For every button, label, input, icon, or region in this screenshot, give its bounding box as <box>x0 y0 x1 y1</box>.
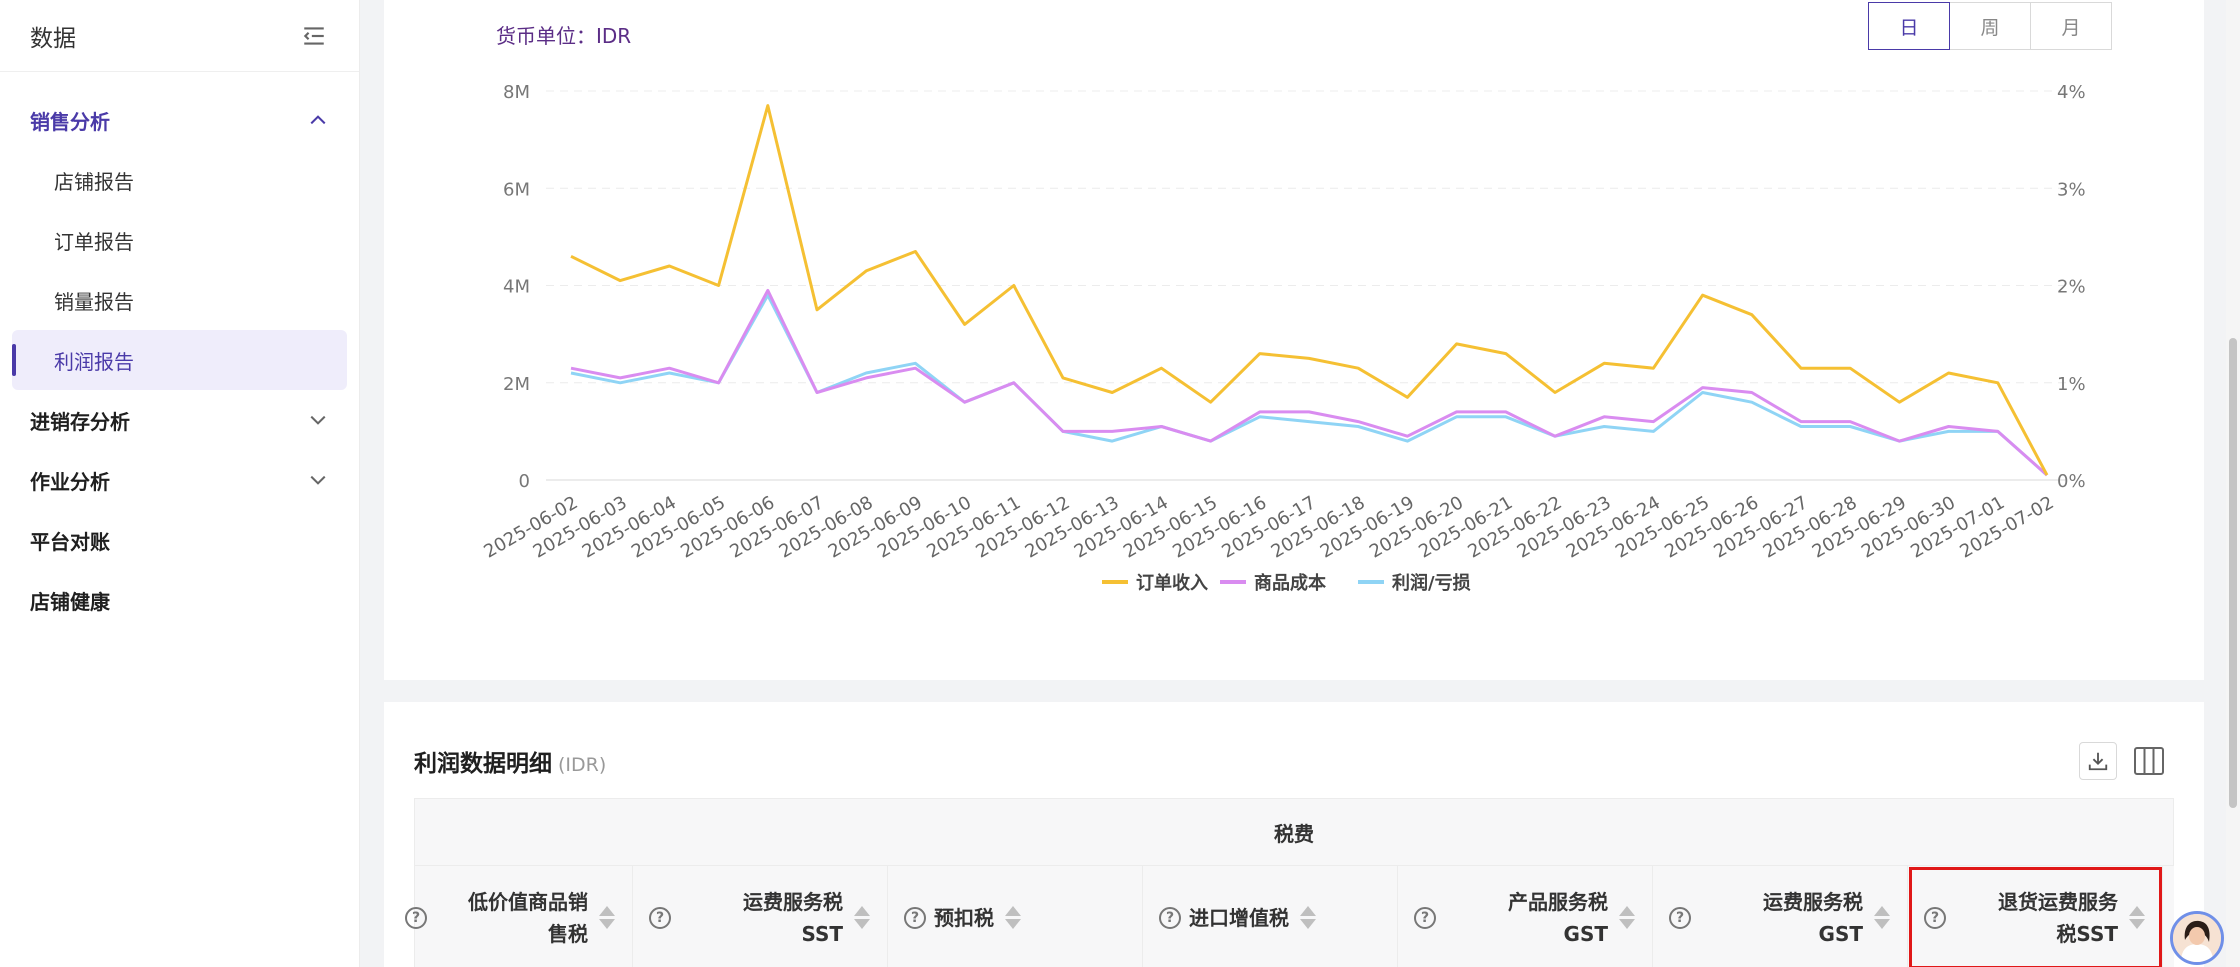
help-icon[interactable]: ? <box>649 906 671 929</box>
help-icon[interactable]: ? <box>1669 906 1691 929</box>
legend-label: 利润/亏损 <box>1392 572 1471 594</box>
column-header-label: 运费服务税SST <box>743 889 843 946</box>
sidebar-group-operation-analysis[interactable]: 作业分析 <box>0 450 359 510</box>
y-tick-label: 0 <box>519 471 530 492</box>
y2-tick-label: 2% <box>2057 277 2086 298</box>
legend-label: 商品成本 <box>1254 572 1326 594</box>
sort-icon[interactable] <box>598 906 616 929</box>
sidebar: 数据 销售分析 店铺报告 订单报告 销量报告 利润报告 进销存分析 作业分析 平… <box>0 0 360 967</box>
sort-icon[interactable] <box>1299 906 1317 929</box>
sidebar-group-label: 进销存分析 <box>30 409 130 434</box>
series-line <box>570 293 2048 477</box>
chevron-down-icon <box>310 475 326 485</box>
sidebar-item-label: 销量报告 <box>54 289 134 314</box>
legend-label: 订单收入 <box>1136 572 1208 594</box>
y-tick-label: 4M <box>503 277 530 298</box>
y2-tick-label: 0% <box>2057 471 2086 492</box>
profit-table: 税费 ? 低价值商品销售税 ? 运费服务税SST ? 预扣税 ? 进口增值税 <box>405 798 2174 967</box>
column-header[interactable]: ? 运费服务税GST <box>1653 866 1908 967</box>
table-unit: (IDR) <box>558 754 607 776</box>
chevron-up-icon <box>310 115 326 125</box>
sidebar-item-label: 店铺报告 <box>54 169 134 194</box>
y-tick-label: 8M <box>503 82 530 103</box>
help-icon[interactable]: ? <box>1159 906 1181 929</box>
scrollbar-thumb[interactable] <box>2229 338 2237 808</box>
table-title-text: 利润数据明细 <box>414 751 552 777</box>
sidebar-item-order-report[interactable]: 订单报告 <box>0 210 359 270</box>
column-header[interactable]: ? 运费服务税SST <box>633 866 888 967</box>
period-day-button[interactable]: 日 <box>1868 2 1950 50</box>
table-header-row: ? 低价值商品销售税 ? 运费服务税SST ? 预扣税 ? 进口增值税 ? <box>405 866 2174 967</box>
period-month-button[interactable]: 月 <box>2030 2 2112 50</box>
help-icon[interactable]: ? <box>1414 906 1436 929</box>
column-header[interactable]: ? 低价值商品销售税 <box>405 866 633 967</box>
help-icon[interactable]: ? <box>405 906 427 929</box>
sort-icon[interactable] <box>2128 906 2146 929</box>
help-icon[interactable]: ? <box>1924 906 1946 929</box>
profit-line-chart: 0 0%2M 1%4M 2%6M 3%8M 4%2025-06-022025-06-032… <box>480 82 2086 594</box>
help-icon[interactable]: ? <box>904 906 926 929</box>
column-header-label: 进口增值税 <box>1189 905 1289 930</box>
sidebar-group-store-health[interactable]: 店铺健康 <box>0 570 359 630</box>
column-header[interactable]: ? 进口增值税 <box>1143 866 1398 967</box>
sidebar-group-label: 销售分析 <box>30 109 110 134</box>
sidebar-item-store-report[interactable]: 店铺报告 <box>0 150 359 210</box>
sidebar-item-profit-report[interactable]: 利润报告 <box>12 330 347 390</box>
sidebar-item-label: 利润报告 <box>54 349 134 374</box>
column-header-highlighted[interactable]: ? 退货运费服务税SST <box>1908 866 2163 967</box>
sort-icon[interactable] <box>1873 906 1891 929</box>
series-line <box>570 104 2049 476</box>
sort-icon[interactable] <box>853 906 871 929</box>
collapse-menu-icon[interactable] <box>301 23 327 49</box>
avatar-icon <box>2173 914 2221 962</box>
chevron-down-icon <box>310 415 326 425</box>
sidebar-item-sales-volume-report[interactable]: 销量报告 <box>0 270 359 330</box>
profit-detail-card: 利润数据明细 (IDR) 税费 ? 低价值商品销售税 ? 运费服务税SST <box>384 702 2204 967</box>
sidebar-header: 数据 <box>0 0 359 72</box>
y-tick-label: 2M <box>503 374 530 395</box>
sidebar-group-label: 店铺健康 <box>30 589 110 614</box>
sort-icon[interactable] <box>1004 906 1022 929</box>
download-icon <box>2088 752 2108 771</box>
column-header-label: 产品服务税GST <box>1508 889 1608 946</box>
column-header-label: 低价值商品销售税 <box>468 889 588 946</box>
y2-tick-label: 4% <box>2057 82 2086 103</box>
sidebar-group-platform-reconciliation[interactable]: 平台对账 <box>0 510 359 570</box>
sidebar-item-label: 订单报告 <box>54 229 134 254</box>
table-title: 利润数据明细 (IDR) <box>414 744 606 778</box>
chart-card: 货币单位：IDR 日 周 月 0 0% 2M 1% 4M 2% 6M 3% 8M 4% 2025-0… <box>384 0 2204 680</box>
sidebar-group-inventory-analysis[interactable]: 进销存分析 <box>0 390 359 450</box>
column-header-label: 预扣税 <box>934 905 994 930</box>
series-line <box>570 288 2048 477</box>
sort-icon[interactable] <box>1618 906 1636 929</box>
columns-icon <box>2134 747 2164 775</box>
sidebar-group-label: 平台对账 <box>30 529 110 554</box>
y-tick-label: 6M <box>503 179 530 200</box>
vertical-scrollbar[interactable] <box>2226 0 2240 967</box>
download-button[interactable] <box>2079 742 2117 780</box>
sidebar-title: 数据 <box>30 25 76 52</box>
sidebar-group-sales-analysis[interactable]: 销售分析 <box>0 90 359 150</box>
y2-tick-label: 1% <box>2057 374 2086 395</box>
y2-tick-label: 3% <box>2057 179 2086 200</box>
sidebar-group-label: 作业分析 <box>30 469 110 494</box>
column-settings-button[interactable] <box>2130 742 2168 780</box>
period-toggle: 日 周 月 <box>1868 2 2112 50</box>
table-group-header: 税费 <box>414 798 2174 866</box>
currency-unit-label: 货币单位：IDR <box>496 24 632 48</box>
assistant-avatar[interactable] <box>2170 911 2224 965</box>
column-header-label: 退货运费服务税SST <box>1998 889 2118 946</box>
column-header-label: 运费服务税GST <box>1763 889 1863 946</box>
column-header[interactable]: ? 预扣税 <box>888 866 1143 967</box>
column-header[interactable]: ? 产品服务税GST <box>1398 866 1653 967</box>
